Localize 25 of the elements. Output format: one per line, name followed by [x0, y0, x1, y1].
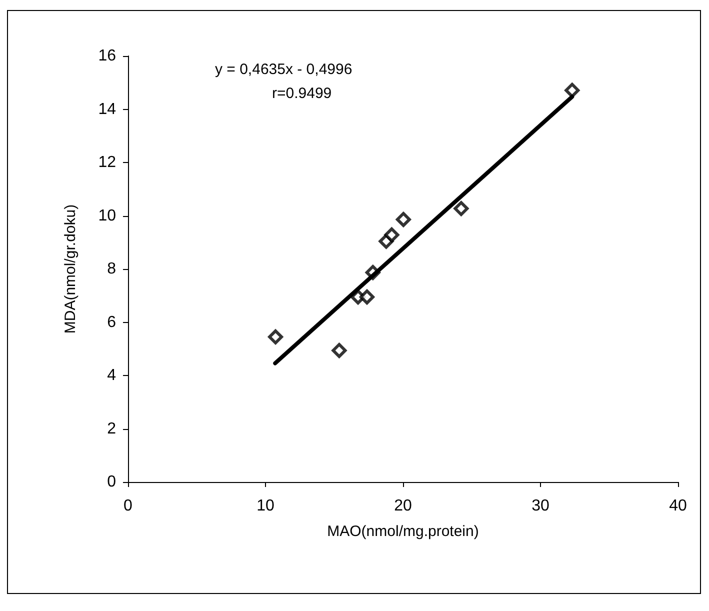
- y-tick-label: 6: [107, 314, 116, 331]
- annotation: y = 0,4635x - 0,4996: [215, 61, 352, 78]
- x-tick-label: 0: [124, 498, 133, 514]
- x-axis-title: MAO(nmol/mg.protein): [327, 523, 479, 540]
- point: [359, 289, 374, 304]
- y-tick-label: 16: [98, 48, 116, 64]
- y-tick-label: 10: [98, 207, 116, 224]
- x-tick-label: 10: [256, 498, 274, 514]
- point: [396, 212, 411, 227]
- annotation: r=0.9499: [272, 85, 332, 102]
- y-tick-label: 8: [107, 260, 116, 278]
- x-tick-label: 20: [394, 498, 412, 514]
- y-tick-label: 2: [107, 420, 116, 438]
- x-tick-label: 40: [669, 498, 687, 514]
- point: [332, 342, 347, 358]
- y-axis-title: MDA(nmol/gr.doku): [62, 204, 79, 334]
- x-tick-label: 30: [532, 498, 550, 514]
- y-tick-label: 0: [107, 474, 116, 490]
- point: [454, 201, 469, 216]
- point: [268, 329, 284, 344]
- y-tick-label: 12: [98, 154, 116, 171]
- y-tick-label: 4: [107, 367, 116, 384]
- point: [564, 82, 580, 98]
- point: [384, 227, 400, 242]
- y-tick-label: 14: [98, 100, 116, 118]
